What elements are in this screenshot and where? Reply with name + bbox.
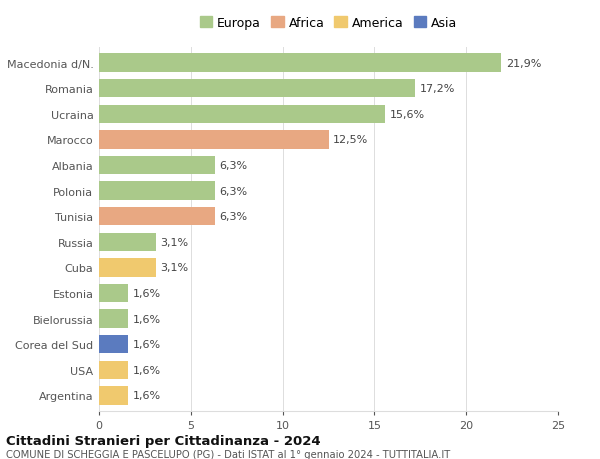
Text: 1,6%: 1,6% <box>133 339 161 349</box>
Bar <box>99 157 215 175</box>
Bar <box>99 207 215 226</box>
Text: 6,3%: 6,3% <box>219 161 247 171</box>
Text: 12,5%: 12,5% <box>333 135 368 145</box>
Text: 1,6%: 1,6% <box>133 391 161 400</box>
Text: COMUNE DI SCHEGGIA E PASCELUPO (PG) - Dati ISTAT al 1° gennaio 2024 - TUTTITALIA: COMUNE DI SCHEGGIA E PASCELUPO (PG) - Da… <box>6 449 450 459</box>
Bar <box>99 131 329 149</box>
Text: 3,1%: 3,1% <box>161 263 188 273</box>
Text: 21,9%: 21,9% <box>506 59 541 68</box>
Bar <box>99 182 215 201</box>
Text: 1,6%: 1,6% <box>133 365 161 375</box>
Text: Cittadini Stranieri per Cittadinanza - 2024: Cittadini Stranieri per Cittadinanza - 2… <box>6 434 320 447</box>
Bar <box>99 386 128 405</box>
Bar <box>99 106 385 124</box>
Text: 1,6%: 1,6% <box>133 314 161 324</box>
Bar <box>99 310 128 328</box>
Bar <box>99 335 128 353</box>
Text: 6,3%: 6,3% <box>219 186 247 196</box>
Bar <box>99 361 128 379</box>
Bar <box>99 284 128 302</box>
Text: 1,6%: 1,6% <box>133 288 161 298</box>
Bar <box>99 80 415 98</box>
Bar <box>99 258 156 277</box>
Text: 3,1%: 3,1% <box>161 237 188 247</box>
Text: 15,6%: 15,6% <box>390 110 425 120</box>
Legend: Europa, Africa, America, Asia: Europa, Africa, America, Asia <box>197 15 460 33</box>
Bar <box>99 54 501 73</box>
Bar <box>99 233 156 252</box>
Text: 17,2%: 17,2% <box>419 84 455 94</box>
Text: 6,3%: 6,3% <box>219 212 247 222</box>
